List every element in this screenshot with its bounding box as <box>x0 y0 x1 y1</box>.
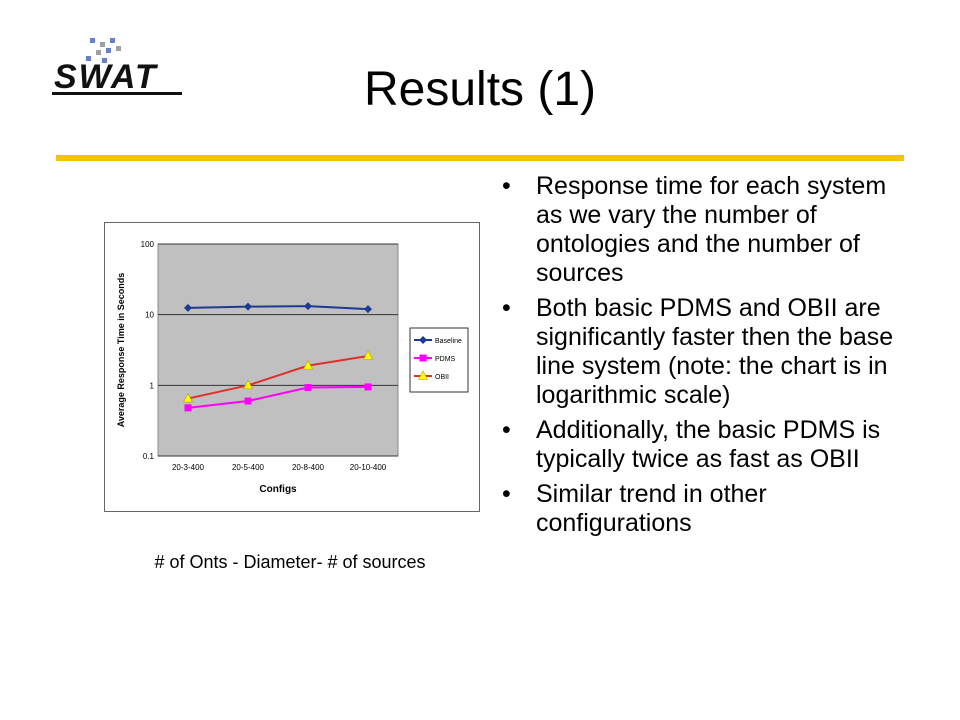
data-point <box>364 383 372 391</box>
y-axis-label: Average Response Time in Seconds <box>116 273 126 428</box>
series-baseline <box>184 302 372 314</box>
logo-wordmark: SWAT <box>54 58 159 96</box>
data-point <box>184 303 192 312</box>
data-point <box>184 404 192 412</box>
bullet-item: • Additionally, the basic PDMS is typical… <box>496 416 906 474</box>
x-tick-label: 20-8-400 <box>292 463 325 472</box>
data-point <box>418 370 428 380</box>
logo-dots <box>86 38 121 63</box>
chart-caption: # of Onts - Diameter- # of sources <box>154 552 426 572</box>
plot-area <box>157 243 399 457</box>
bullet-icon: • <box>502 172 511 200</box>
chart-legend: Baseline PDMS OBII <box>409 327 469 393</box>
series-obii <box>183 350 373 403</box>
legend-entry: OBII <box>414 370 449 381</box>
data-point <box>243 379 253 390</box>
series-line <box>187 305 369 311</box>
bullet-text: Response time for each system as we vary… <box>536 172 887 287</box>
y-tick-label: 0.1 <box>143 452 155 461</box>
swat-logo: SWAT <box>52 38 182 96</box>
bullet-text: Additionally, the basic PDMS is typicall… <box>536 416 881 473</box>
legend-entry: Baseline <box>414 336 462 345</box>
title-divider <box>56 155 904 161</box>
y-tick-label: 100 <box>141 240 155 249</box>
data-point <box>303 359 313 370</box>
series-line <box>187 355 369 400</box>
data-point <box>304 384 312 392</box>
bullet-icon: • <box>502 480 511 508</box>
bullet-item: • Similar trend in other configurations <box>496 480 906 538</box>
bullet-list: • Response time for each system as we var… <box>496 172 906 544</box>
legend-label: Baseline <box>435 338 462 345</box>
series-line <box>187 385 369 409</box>
response-time-chart: 100 10 1 0.1 20-3-400 20-5-400 20-8-400 20-10-… <box>104 222 480 512</box>
bullet-text: Both basic PDMS and OBII are significant… <box>536 294 894 409</box>
x-axis-label: Configs <box>259 484 297 495</box>
y-tick-label: 1 <box>150 381 155 390</box>
bullet-icon: • <box>502 294 511 322</box>
data-point <box>183 392 193 403</box>
y-tick-label: 10 <box>145 311 154 320</box>
data-point <box>419 354 427 362</box>
legend-label: OBII <box>435 374 449 381</box>
data-point <box>244 397 252 405</box>
data-point <box>304 302 312 311</box>
series-pdms <box>184 383 372 412</box>
bullet-item: • Both basic PDMS and OBII are significan… <box>496 294 906 410</box>
bullet-icon: • <box>502 416 511 444</box>
x-tick-label: 20-3-400 <box>172 463 205 472</box>
data-point <box>419 336 427 344</box>
x-tick-label: 20-5-400 <box>232 463 265 472</box>
data-point <box>244 302 252 311</box>
x-tick-label: 20-10-400 <box>350 463 387 472</box>
legend-entry: PDMS <box>414 354 456 363</box>
bullet-item: • Response time for each system as we var… <box>496 172 906 288</box>
slide-title: Results (1) <box>363 63 597 116</box>
data-point <box>364 305 372 314</box>
bullet-text: Similar trend in other configurations <box>536 480 767 537</box>
data-point <box>363 350 373 360</box>
legend-label: PDMS <box>435 356 456 363</box>
